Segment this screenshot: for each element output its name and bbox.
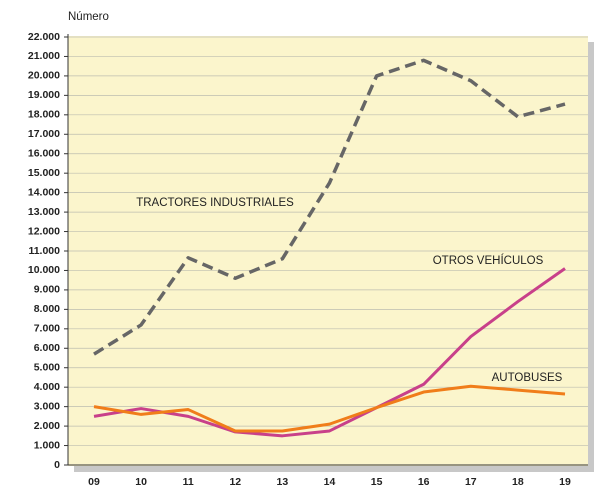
- x-tick-label: 14: [324, 476, 336, 488]
- y-tick-label: 15.000: [28, 167, 60, 179]
- y-tick-label: 17.000: [28, 128, 60, 140]
- y-tick-label: 2.000: [34, 420, 60, 432]
- series-line: [93, 267, 566, 438]
- y-tick-label: 1.000: [34, 439, 60, 451]
- y-tick-label: 14.000: [28, 186, 60, 198]
- y-tick-label: 12.000: [28, 225, 60, 237]
- y-tick-label: 0: [54, 459, 60, 471]
- y-tick-label: 19.000: [28, 89, 60, 101]
- series-label: AUTOBUSES: [492, 372, 563, 384]
- x-tick-label: 09: [88, 476, 100, 488]
- x-tick-label: 15: [371, 476, 383, 488]
- y-tick-label: 13.000: [28, 206, 60, 218]
- y-tick-label: 6.000: [34, 342, 60, 354]
- series-label: TRACTORES INDUSTRIALES: [136, 197, 294, 209]
- y-tick-label: 9.000: [34, 284, 60, 296]
- x-tick-label: 12: [229, 476, 241, 488]
- y-tick-label: 8.000: [34, 303, 60, 315]
- y-tick-label: 22.000: [28, 31, 60, 43]
- x-tick-label: 16: [418, 476, 430, 488]
- x-tick-label: 19: [559, 476, 571, 488]
- series-line: [93, 58, 566, 356]
- y-tick-label: 5.000: [34, 362, 60, 374]
- y-tick-label: 3.000: [34, 400, 60, 412]
- y-tick-label: 11.000: [28, 245, 60, 257]
- x-tick-label: 18: [512, 476, 524, 488]
- x-tick-label: 11: [183, 476, 194, 488]
- series-label: OTROS VEHÍCULOS: [433, 254, 544, 267]
- y-tick-label: 7.000: [34, 323, 60, 335]
- x-tick-label: 10: [135, 476, 147, 488]
- y-tick-label: 21.000: [28, 50, 60, 62]
- y-tick-label: 16.000: [28, 148, 60, 160]
- y-axis-label: Número: [68, 11, 109, 23]
- x-tick-label: 17: [465, 476, 477, 488]
- x-tick-label: 13: [277, 476, 289, 488]
- series-line: [93, 384, 566, 433]
- y-tick-label: 18.000: [28, 109, 60, 121]
- y-tick-label: 20.000: [28, 70, 60, 82]
- y-tick-label: 4.000: [34, 381, 60, 393]
- y-tick-label: 10.000: [28, 264, 60, 276]
